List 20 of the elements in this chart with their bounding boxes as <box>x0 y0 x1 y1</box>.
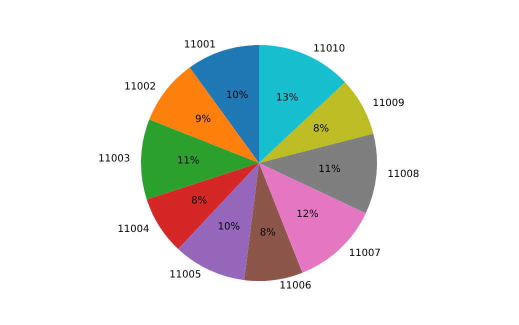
data-label: 8% <box>260 228 276 239</box>
data-label: 9% <box>195 114 211 126</box>
data-label: 10% <box>226 90 248 102</box>
slice-label: 11007 <box>348 248 381 259</box>
slice-label: 11008 <box>387 169 420 180</box>
data-label: 10% <box>218 222 240 233</box>
data-label: 13% <box>276 92 298 104</box>
slice-label: 11001 <box>184 40 216 51</box>
slice-label: 11003 <box>98 154 130 165</box>
data-label: 8% <box>313 123 329 134</box>
slice-label: 11002 <box>124 82 156 92</box>
data-label: 11% <box>177 155 200 166</box>
slice-label: 11010 <box>313 44 346 55</box>
data-label: 11% <box>318 164 341 176</box>
slice-label: 11005 <box>169 270 202 281</box>
slice-label: 11006 <box>280 280 312 292</box>
slice-label: 11009 <box>372 98 404 109</box>
data-label: 8% <box>191 195 208 206</box>
data-label: 12% <box>296 209 319 220</box>
slice-label: 11004 <box>117 224 150 235</box>
